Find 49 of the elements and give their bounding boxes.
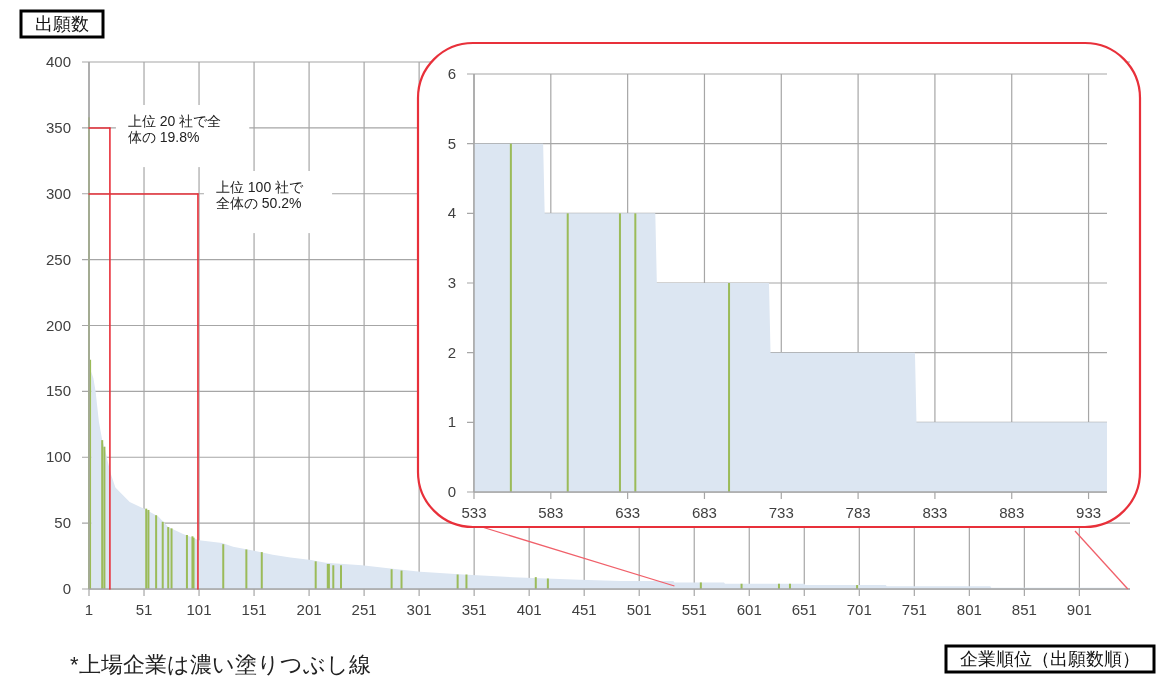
x-tick-label: 101 xyxy=(186,601,212,618)
x-tick-label: 733 xyxy=(768,504,794,521)
y-tick-label: 1 xyxy=(447,413,456,431)
y-tick-label: 100 xyxy=(45,448,71,466)
x-tick-label: 583 xyxy=(538,504,564,521)
y-tick-label: 400 xyxy=(45,53,71,70)
x-tick-label: 633 xyxy=(615,504,641,521)
y-tick-label: 150 xyxy=(45,382,71,400)
y-axis-title: 出願数 xyxy=(35,14,89,34)
x-tick-label: 301 xyxy=(406,601,432,618)
x-tick-label: 701 xyxy=(846,601,872,618)
x-tick-label: 351 xyxy=(461,601,487,618)
x-tick-label: 933 xyxy=(1076,504,1102,521)
y-tick-label: 4 xyxy=(447,204,456,222)
y-tick-label: 250 xyxy=(45,250,71,268)
x-tick-label: 51 xyxy=(135,601,153,618)
x-tick-label: 501 xyxy=(626,601,652,618)
x-tick-label: 251 xyxy=(351,601,377,618)
x-tick-label: 151 xyxy=(241,601,267,618)
y-tick-label: 0 xyxy=(62,580,71,597)
x-axis-title: 企業順位（出願数順） xyxy=(960,649,1140,669)
y-tick-label: 2 xyxy=(447,343,456,361)
x-tick-label: 1 xyxy=(84,601,94,618)
x-tick-label: 851 xyxy=(1011,601,1037,618)
y-tick-label: 300 xyxy=(45,184,71,202)
x-tick-label: 833 xyxy=(922,504,948,521)
x-tick-label: 783 xyxy=(845,504,871,521)
text: *上場企業は濃い塗りつぶし線 xyxy=(70,652,371,677)
x-tick-label: 751 xyxy=(901,601,927,618)
y-tick-label: 50 xyxy=(54,514,71,532)
x-tick-label: 883 xyxy=(999,504,1025,521)
x-tick-label: 683 xyxy=(691,504,717,521)
x-tick-label: 201 xyxy=(296,601,322,618)
x-tick-label: 451 xyxy=(571,601,597,618)
x-tick-label: 533 xyxy=(461,504,487,521)
ref-line-label: 上位 20 社で全体の 19.8% xyxy=(127,113,222,146)
y-tick-label: 3 xyxy=(447,274,456,291)
x-tick-label: 651 xyxy=(791,601,817,618)
x-tick-label: 401 xyxy=(516,601,542,618)
y-tick-label: 6 xyxy=(447,65,456,82)
y-tick-label: 350 xyxy=(45,118,71,136)
ref-line-label: 上位 100 社で全体の 50.2% xyxy=(215,179,305,212)
x-tick-label: 801 xyxy=(956,601,982,618)
y-tick-label: 200 xyxy=(45,316,71,334)
y-tick-label: 0 xyxy=(447,483,456,500)
y-tick-label: 5 xyxy=(447,134,456,152)
x-tick-label: 901 xyxy=(1066,601,1092,618)
x-tick-label: 601 xyxy=(736,601,762,618)
x-tick-label: 551 xyxy=(681,601,707,618)
